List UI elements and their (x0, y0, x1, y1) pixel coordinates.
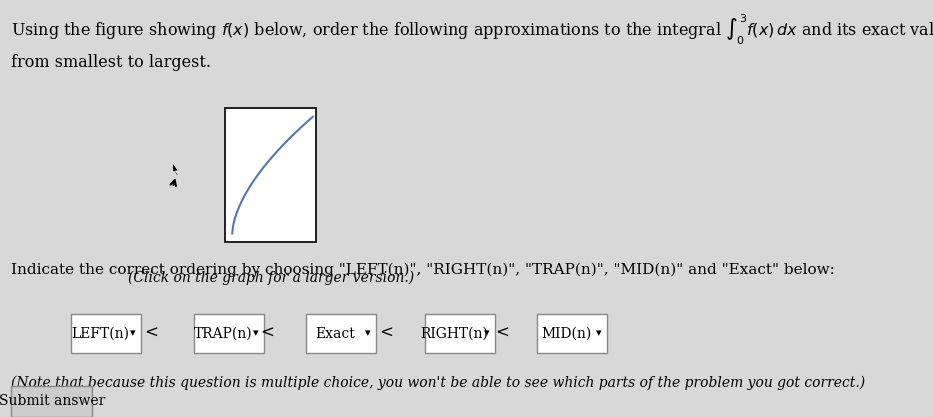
Text: ▾: ▾ (484, 329, 490, 339)
Text: TRAP(n): TRAP(n) (194, 327, 253, 341)
Text: RIGHT(n): RIGHT(n) (421, 327, 489, 341)
Text: Indicate the correct ordering by choosing "LEFT(n)", "RIGHT(n)", "TRAP(n)", "MID: Indicate the correct ordering by choosin… (11, 263, 835, 277)
Text: Using the figure showing $f(x)$ below, order the following approximations to the: Using the figure showing $f(x)$ below, o… (11, 13, 933, 47)
FancyBboxPatch shape (71, 314, 141, 354)
Text: <: < (145, 325, 159, 342)
Polygon shape (173, 163, 178, 176)
Text: MID(n): MID(n) (541, 327, 592, 341)
Text: <: < (260, 325, 274, 342)
Text: from smallest to largest.: from smallest to largest. (11, 54, 212, 71)
Text: <: < (380, 325, 394, 342)
FancyBboxPatch shape (537, 314, 607, 354)
FancyBboxPatch shape (425, 314, 495, 354)
Text: LEFT(n): LEFT(n) (72, 327, 130, 341)
Text: ▾: ▾ (253, 329, 258, 339)
Text: ▾: ▾ (130, 329, 135, 339)
Text: ▾: ▾ (365, 329, 370, 339)
FancyBboxPatch shape (225, 108, 316, 242)
Text: (Click on the graph for a larger version.): (Click on the graph for a larger version… (128, 271, 414, 286)
Text: Exact: Exact (315, 327, 355, 341)
FancyBboxPatch shape (11, 386, 92, 417)
Text: <: < (495, 325, 509, 342)
FancyBboxPatch shape (194, 314, 264, 354)
FancyBboxPatch shape (306, 314, 376, 354)
Text: ▾: ▾ (596, 329, 602, 339)
Text: Submit answer: Submit answer (0, 394, 104, 408)
Text: (Note that because this question is multiple choice, you won't be able to see wh: (Note that because this question is mult… (11, 375, 866, 390)
